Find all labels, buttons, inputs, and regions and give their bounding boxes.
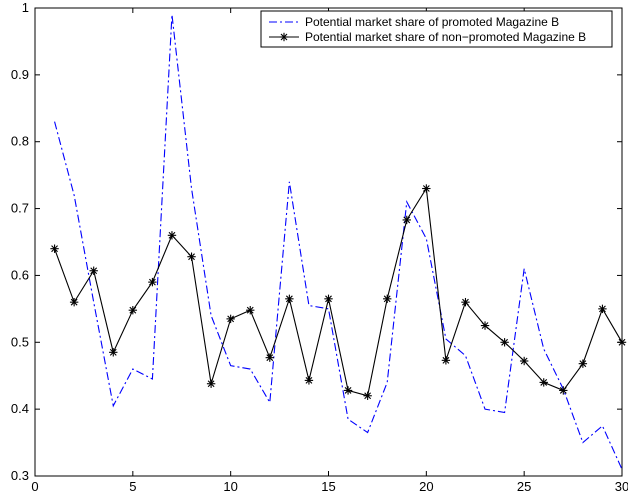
data-point-marker: [148, 277, 157, 287]
legend: Potential market share of promoted Magaz…: [260, 10, 613, 48]
data-point-marker: [167, 231, 177, 240]
data-point-marker: [578, 359, 588, 368]
data-point-marker: [363, 391, 372, 400]
x-tick-label: 25: [517, 479, 531, 494]
data-point-marker: [285, 294, 294, 304]
data-point-marker: [265, 353, 274, 362]
data-point-marker: [539, 378, 548, 387]
data-point-marker: [50, 244, 59, 253]
data-point-marker: [422, 184, 431, 193]
y-tick-label: 0.4: [11, 401, 29, 416]
data-point-marker: [559, 386, 568, 395]
y-tick-label: 0.9: [11, 67, 29, 82]
legend-label-promoted: Potential market share of promoted Magaz…: [305, 15, 559, 29]
legend-marker-non-promoted: [279, 32, 289, 42]
data-point-marker: [402, 215, 411, 225]
x-tick-label: 30: [615, 479, 628, 494]
series-layer: [50, 14, 627, 470]
data-point-marker: [441, 356, 451, 365]
y-tick-label: 1: [22, 0, 29, 15]
x-tick-label: 15: [321, 479, 335, 494]
data-point-marker: [226, 314, 235, 324]
data-point-marker: [500, 338, 509, 347]
data-point-marker: [246, 305, 255, 315]
y-tick-label: 0.3: [11, 468, 29, 483]
data-point-marker: [343, 386, 353, 395]
plot-frame: [34, 7, 623, 477]
data-point-marker: [187, 252, 196, 261]
y-tick-label: 0.7: [11, 201, 29, 216]
data-point-marker: [324, 294, 333, 304]
y-tick-label: 0.8: [11, 134, 29, 149]
x-tick-label: 0: [31, 479, 38, 494]
series-line-promoted: [54, 14, 623, 470]
data-point-marker: [617, 338, 627, 347]
y-tick-label: 0.5: [11, 334, 29, 349]
data-point-marker: [383, 294, 392, 304]
data-point-marker: [109, 348, 118, 357]
legend-box: [260, 10, 613, 48]
data-point-marker: [480, 321, 490, 330]
data-point-marker: [89, 266, 98, 275]
y-tick-label: 0.6: [11, 267, 29, 282]
legend-label-non-promoted: Potential market share of non−promoted M…: [305, 30, 586, 44]
x-tick-label: 10: [223, 479, 237, 494]
data-point-marker: [461, 297, 470, 307]
data-point-marker: [128, 305, 138, 315]
x-tick-label: 5: [129, 479, 136, 494]
data-point-marker: [69, 297, 79, 307]
data-point-marker: [598, 304, 607, 314]
x-tick-label: 20: [419, 479, 433, 494]
data-point-marker: [519, 356, 529, 366]
axis-ticks: 0 5 10 15 20 25 30 0.3 0.4 0.5 0.6 0.7 0.8 0.9 1: [11, 0, 628, 494]
series-line-non-promoted: [54, 186, 623, 397]
data-point-marker: [206, 379, 216, 388]
data-point-marker: [304, 376, 314, 385]
